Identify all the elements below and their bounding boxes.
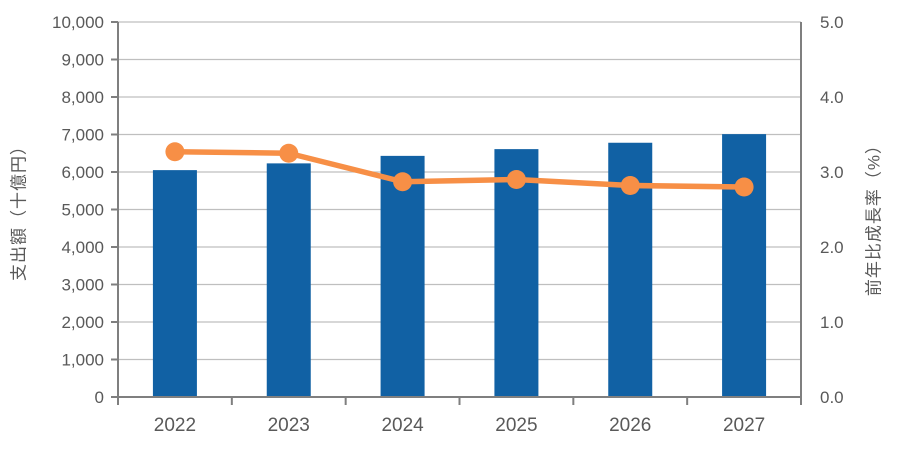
left-axis-tick-label: 0 <box>95 388 104 407</box>
left-axis-tick-label: 3,000 <box>61 276 104 295</box>
left-axis-tick-label: 6,000 <box>61 163 104 182</box>
x-axis-category-label: 2027 <box>723 415 765 436</box>
expenditure-bar <box>494 149 539 397</box>
x-axis-category-label: 2024 <box>381 415 424 436</box>
growth-line <box>172 149 747 190</box>
x-axis-category-label: 2026 <box>609 415 651 436</box>
growth-marker <box>165 142 185 162</box>
left-axis-tick-label: 4,000 <box>61 238 104 257</box>
left-axis-tick-label: 1,000 <box>61 351 104 370</box>
growth-marker <box>620 176 640 195</box>
right-axis-title: 前年比成長率（%） <box>864 135 884 297</box>
growth-marker <box>393 172 413 192</box>
right-axis-tick-label: 4.0 <box>820 88 844 107</box>
left-axis-tick-label: 5,000 <box>61 201 104 220</box>
left-axis-tick-label: 7,000 <box>61 126 104 145</box>
right-axis-tick-label: 5.0 <box>820 13 844 32</box>
x-axis-category-label: 2023 <box>268 415 310 436</box>
expenditure-bar <box>722 134 767 397</box>
x-axis-category-label: 2025 <box>495 415 537 436</box>
right-axis-tick-label: 0.0 <box>820 388 844 407</box>
growth-marker <box>279 143 299 163</box>
growth-marker <box>734 177 754 197</box>
expenditure-bar <box>380 155 425 397</box>
left-axis-tick-label: 9,000 <box>61 51 104 70</box>
right-axis-tick-label: 2.0 <box>820 238 844 257</box>
expenditure-bar <box>266 163 311 397</box>
left-axis-title: 支出額（十億円） <box>9 137 29 281</box>
left-axis-tick-label: 10,000 <box>52 13 104 32</box>
x-axis-category-label: 2022 <box>154 415 196 436</box>
left-axis-tick-label: 2,000 <box>61 313 104 332</box>
right-axis-tick-label: 1.0 <box>820 313 844 332</box>
growth-marker <box>506 170 526 189</box>
left-axis-tick-label: 8,000 <box>61 88 104 107</box>
expenditure-bar <box>152 170 197 397</box>
right-axis-tick-label: 3.0 <box>820 163 844 182</box>
